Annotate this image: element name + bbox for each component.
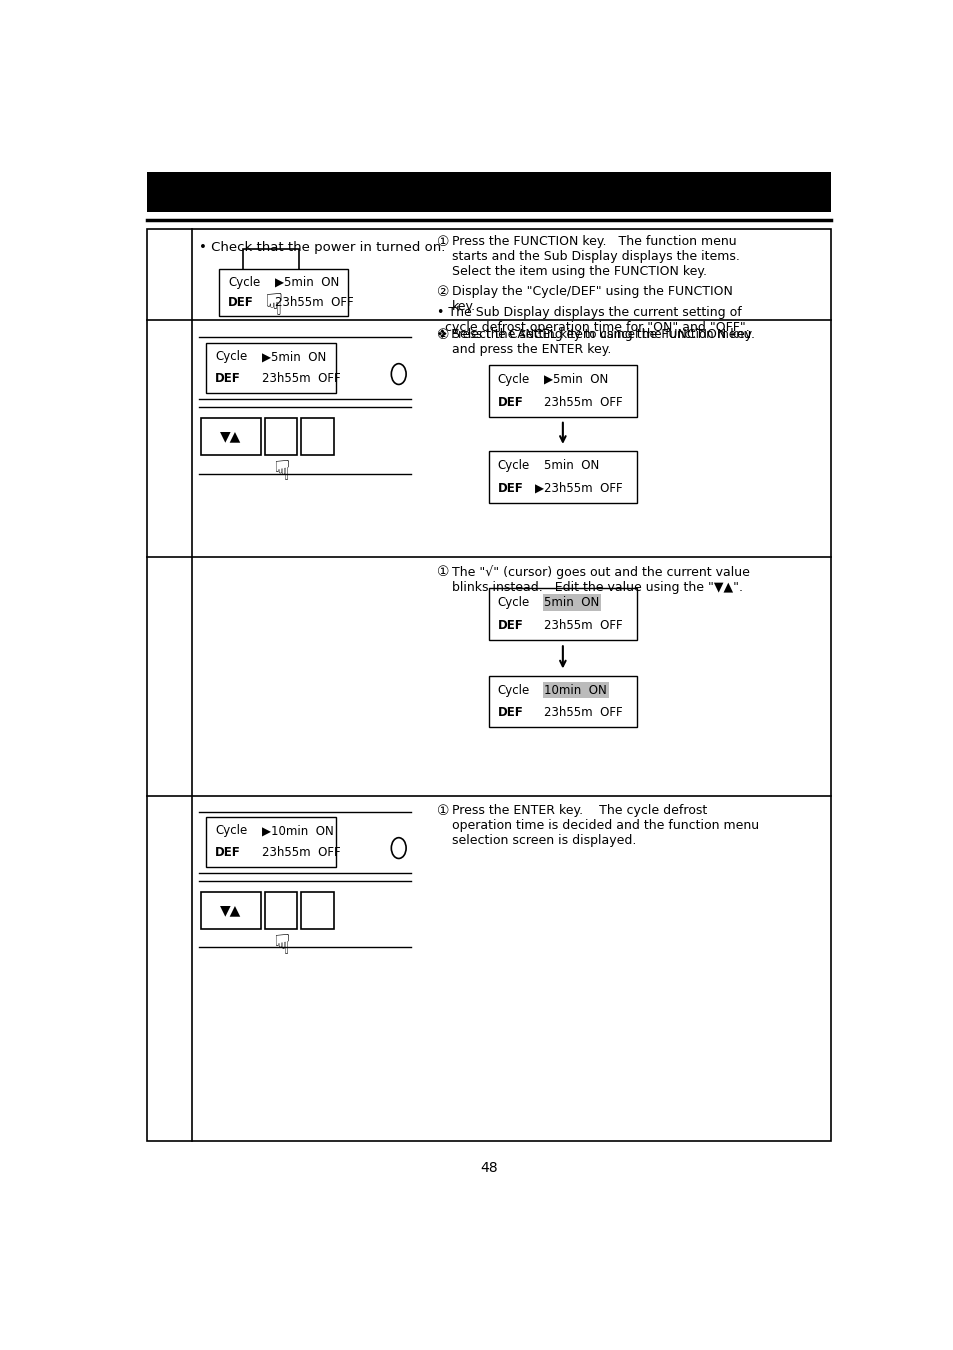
FancyBboxPatch shape bbox=[488, 364, 637, 417]
FancyBboxPatch shape bbox=[206, 343, 335, 393]
Text: ▼▲: ▼▲ bbox=[220, 429, 241, 443]
Text: The "√" (cursor) goes out and the current value
blinks instead.   Edit the value: The "√" (cursor) goes out and the curren… bbox=[452, 566, 749, 594]
Text: Select the setting item using the FUNCTION key
and press the ENTER key.: Select the setting item using the FUNCTI… bbox=[452, 328, 751, 356]
Text: ①: ① bbox=[436, 805, 449, 818]
Text: ▶10min  ON: ▶10min ON bbox=[262, 825, 334, 837]
Text: DEF: DEF bbox=[215, 373, 241, 385]
Text: 5min  ON: 5min ON bbox=[544, 597, 599, 609]
FancyBboxPatch shape bbox=[219, 269, 348, 316]
Text: 23h55m  OFF: 23h55m OFF bbox=[262, 373, 340, 385]
Text: ①: ① bbox=[436, 328, 449, 343]
Text: ▶5min  ON: ▶5min ON bbox=[274, 275, 338, 289]
Text: Press the FUNCTION key.   The function menu
starts and the Sub Display displays : Press the FUNCTION key. The function men… bbox=[452, 235, 740, 278]
Text: ②: ② bbox=[436, 285, 449, 298]
FancyBboxPatch shape bbox=[265, 892, 297, 929]
FancyBboxPatch shape bbox=[488, 451, 637, 504]
Text: ①: ① bbox=[436, 566, 449, 579]
Text: 23h55m  OFF: 23h55m OFF bbox=[544, 620, 622, 632]
Text: DEF: DEF bbox=[497, 706, 523, 720]
Text: ▶5min  ON: ▶5min ON bbox=[262, 351, 326, 363]
Text: 5min  ON: 5min ON bbox=[544, 459, 599, 472]
Text: ▼▲: ▼▲ bbox=[220, 903, 241, 918]
Text: ☟: ☟ bbox=[274, 933, 290, 960]
Text: ❖ Press the CANCEL key to cancel the function menu.: ❖ Press the CANCEL key to cancel the fun… bbox=[436, 328, 754, 342]
Text: 10min  ON: 10min ON bbox=[544, 683, 606, 697]
Text: Press the ENTER key.    The cycle defrost
operation time is decided and the func: Press the ENTER key. The cycle defrost o… bbox=[452, 805, 759, 848]
Text: • Check that the power in turned on.: • Check that the power in turned on. bbox=[199, 240, 445, 254]
Text: 23h55m  OFF: 23h55m OFF bbox=[262, 846, 340, 860]
FancyBboxPatch shape bbox=[265, 417, 297, 455]
Text: • The Sub Display displays the current setting of
  cycle defrost operation time: • The Sub Display displays the current s… bbox=[436, 306, 749, 335]
Text: ▶5min  ON: ▶5min ON bbox=[544, 373, 608, 386]
Text: Cycle: Cycle bbox=[215, 825, 248, 837]
Text: Cycle: Cycle bbox=[497, 459, 530, 472]
Text: ▶23h55m  OFF: ▶23h55m OFF bbox=[535, 482, 621, 495]
Text: Cycle: Cycle bbox=[497, 373, 530, 386]
Text: Cycle: Cycle bbox=[215, 351, 248, 363]
Text: Cycle: Cycle bbox=[497, 683, 530, 697]
Text: ①: ① bbox=[436, 235, 449, 248]
FancyBboxPatch shape bbox=[147, 228, 830, 1141]
Text: 23h55m  OFF: 23h55m OFF bbox=[544, 706, 622, 720]
Text: ☟: ☟ bbox=[274, 458, 290, 486]
FancyBboxPatch shape bbox=[301, 892, 334, 929]
FancyBboxPatch shape bbox=[147, 173, 830, 212]
FancyBboxPatch shape bbox=[488, 675, 637, 728]
Text: Cycle: Cycle bbox=[228, 275, 260, 289]
Text: ☟: ☟ bbox=[265, 292, 284, 321]
FancyBboxPatch shape bbox=[200, 892, 261, 929]
Text: DEF: DEF bbox=[228, 296, 253, 309]
Text: Cycle: Cycle bbox=[497, 597, 530, 609]
Text: 23h55m  OFF: 23h55m OFF bbox=[544, 396, 622, 409]
Text: DEF: DEF bbox=[497, 396, 523, 409]
FancyBboxPatch shape bbox=[488, 589, 637, 640]
FancyBboxPatch shape bbox=[243, 250, 298, 289]
Text: DEF: DEF bbox=[497, 482, 523, 495]
FancyBboxPatch shape bbox=[301, 417, 334, 455]
Text: Display the "Cycle/DEF" using the FUNCTION
key.: Display the "Cycle/DEF" using the FUNCTI… bbox=[452, 285, 732, 313]
Text: 48: 48 bbox=[479, 1161, 497, 1176]
FancyBboxPatch shape bbox=[200, 417, 261, 455]
Text: DEF: DEF bbox=[215, 846, 241, 860]
FancyBboxPatch shape bbox=[206, 817, 335, 867]
Text: DEF: DEF bbox=[497, 620, 523, 632]
Text: 23h55m  OFF: 23h55m OFF bbox=[274, 296, 353, 309]
